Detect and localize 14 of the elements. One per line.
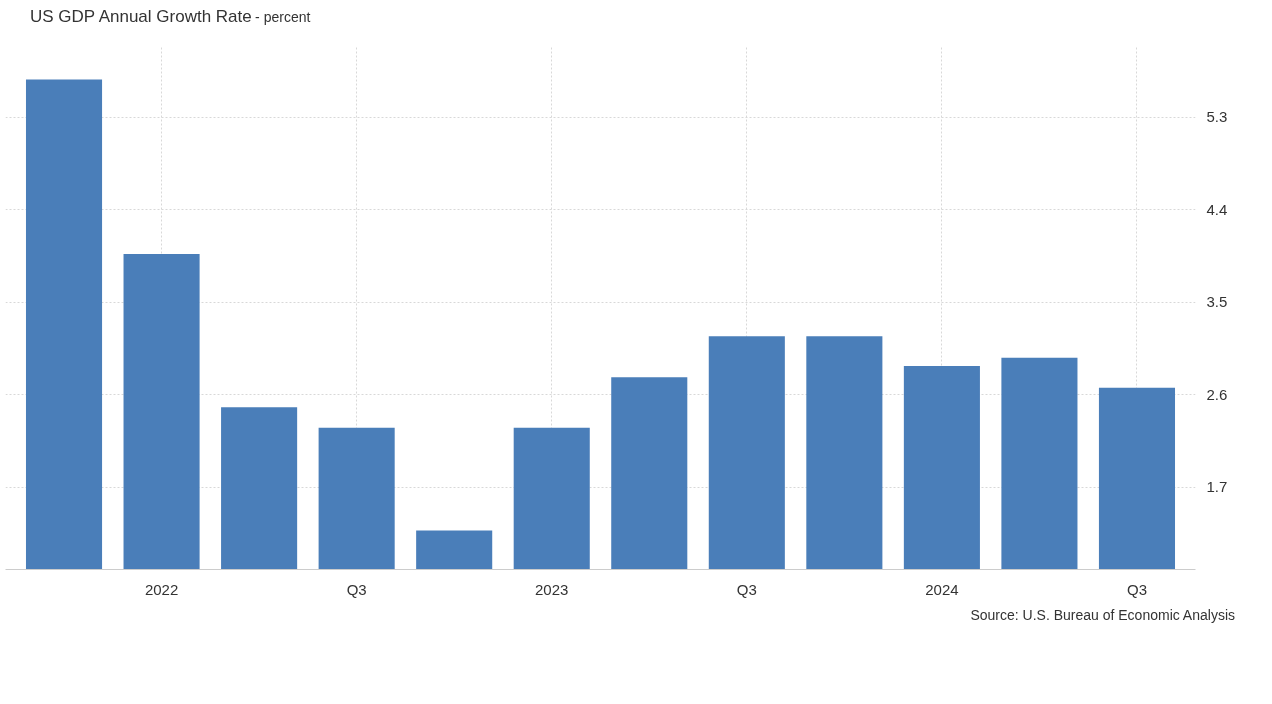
x-tick-label: 2024 [925, 580, 959, 598]
y-tick-label: 1.7 [1206, 478, 1228, 496]
x-tick-label: Q3 [346, 580, 367, 598]
chart-title: US GDP Annual Growth Rate [30, 7, 252, 26]
y-tick-label: 2.6 [1206, 385, 1228, 403]
x-tick-label: Q3 [1126, 580, 1147, 598]
source-note: Source: U.S. Bureau of Economic Analysis [970, 607, 1235, 623]
x-tick-label: 2023 [535, 580, 569, 598]
x-tick-label: 2022 [144, 580, 179, 598]
y-tick-label: 3.5 [1206, 293, 1228, 311]
y-tick-label: 4.4 [1206, 200, 1228, 218]
y-tick-label: 5.3 [1206, 108, 1228, 126]
chart-subtitle: - percent [255, 9, 311, 25]
x-tick-label: Q3 [736, 580, 757, 598]
